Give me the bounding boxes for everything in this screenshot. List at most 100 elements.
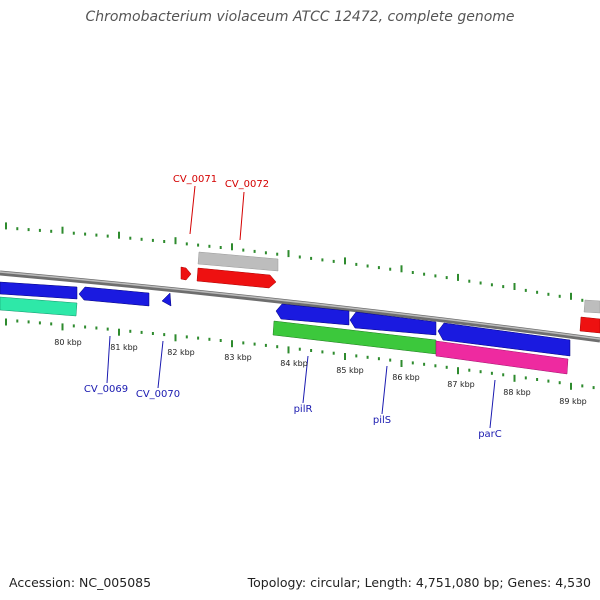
inner-tick-mark (570, 382, 572, 390)
inner-tick-mark (332, 351, 335, 355)
inner-tick-mark (95, 326, 98, 330)
outer-tick-mark (524, 288, 527, 292)
outer-tick-mark (208, 244, 211, 248)
gene-label-cv0071[interactable]: CV_0071 (173, 174, 217, 185)
inner-tick-mark (231, 340, 233, 348)
outer-tick-mark (38, 228, 41, 232)
scale-label-84kbp: 84 kbp (280, 359, 308, 368)
outer-tick-mark (434, 274, 437, 278)
gene-feature-gray[interactable] (197, 251, 279, 272)
gene-feature-blue-3[interactable] (437, 322, 571, 357)
scale-label-83kbp: 83 kbp (224, 353, 252, 362)
scale-label-82kbp: 82 kbp (167, 348, 195, 357)
outer-tick-mark (536, 290, 539, 294)
inner-tick-mark (174, 334, 177, 342)
scale-label-88kbp: 88 kbp (503, 388, 531, 397)
leader-line-cv0071 (189, 185, 196, 235)
outer-tick-mark (140, 237, 143, 241)
gene-label-pilr[interactable]: pilR (294, 404, 313, 415)
map-title: Chromobacterium violaceum ATCC 12472, co… (85, 9, 515, 25)
outer-tick-mark (445, 276, 448, 280)
inner-tick-row (5, 318, 595, 390)
inner-tick-mark (61, 323, 64, 331)
leader-line-cv0069 (106, 335, 111, 384)
leader-line-pilr (302, 355, 309, 404)
outer-tick-mark (16, 227, 19, 231)
inner-tick-mark (129, 329, 132, 333)
leader-line-pils (381, 365, 388, 415)
inner-tick-mark (479, 370, 482, 374)
inner-tick-mark (524, 376, 527, 380)
outer-tick-mark (95, 233, 98, 237)
inner-tick-mark (490, 371, 493, 375)
outer-tick-mark (355, 262, 358, 266)
inner-tick-mark (502, 373, 505, 377)
gene-feature-cv0069[interactable] (78, 286, 150, 307)
inner-tick-mark (310, 349, 313, 352)
inner-tick-mark (366, 355, 369, 359)
scale-label-80kbp: 80 kbp (54, 338, 82, 347)
inner-tick-mark (287, 346, 290, 354)
inner-tick-mark (5, 318, 7, 326)
outer-tick-mark (479, 281, 482, 285)
inner-tick-mark (50, 322, 53, 326)
outer-tick-mark (197, 243, 200, 247)
inner-tick-mark (197, 336, 200, 340)
inner-tick-mark (411, 361, 414, 365)
gene-feature-gray-edge[interactable] (583, 299, 600, 314)
leader-line-cv0070 (157, 340, 164, 389)
inner-tick-mark (389, 358, 392, 362)
gene-feature-red-edge[interactable] (579, 316, 600, 334)
outer-tick-mark (490, 283, 493, 287)
genome-summary-text: Topology: circular; Length: 4,751,080 bp… (247, 575, 591, 590)
inner-tick-mark (118, 328, 120, 336)
outer-tick-mark (321, 258, 324, 262)
outer-tick-mark (50, 229, 53, 233)
inner-tick-mark (219, 339, 222, 342)
gene-feature-teal[interactable] (0, 296, 78, 317)
inner-tick-mark (72, 324, 75, 328)
genome-backbone-highlight (0, 271, 600, 340)
inner-tick-mark (513, 374, 516, 382)
inner-tick-mark (468, 368, 471, 372)
inner-tick-mark (163, 333, 166, 337)
gene-feature-cv0068[interactable] (0, 281, 78, 300)
outer-tick-mark (118, 231, 120, 239)
outer-tick-mark (242, 248, 245, 252)
gene-feature-cv0072[interactable] (196, 267, 277, 289)
outer-tick-mark (27, 228, 30, 232)
inner-tick-mark (27, 320, 30, 324)
outer-tick-mark (185, 242, 188, 246)
gene-feature-cv0071[interactable] (180, 266, 192, 281)
gene-feature-pilr[interactable] (275, 303, 350, 326)
inner-tick-mark (434, 364, 437, 368)
outer-tick-mark (219, 246, 222, 249)
gene-label-parc[interactable]: parC (478, 429, 502, 440)
outer-tick-mark (5, 222, 7, 230)
gene-feature-cv0070[interactable] (161, 292, 172, 307)
gene-feature-parc[interactable] (435, 340, 569, 375)
scale-label-85kbp: 85 kbp (336, 366, 364, 375)
outer-tick-mark (344, 257, 346, 265)
inner-tick-mark (547, 379, 550, 383)
genome-backbone (0, 270, 600, 343)
outer-tick-mark (151, 238, 154, 242)
inner-tick-mark (298, 347, 301, 351)
gene-label-cv0069[interactable]: CV_0069 (84, 384, 128, 395)
scale-label-89kbp: 89 kbp (559, 397, 587, 406)
inner-tick-mark (84, 325, 87, 329)
accession-text: Accession: NC_005085 (9, 575, 152, 590)
scale-label-81kbp: 81 kbp (110, 343, 138, 352)
inner-tick-mark (16, 319, 19, 323)
gene-feature-pils[interactable] (349, 311, 437, 336)
inner-tick-mark (355, 354, 358, 358)
gene-label-cv0072[interactable]: CV_0072 (225, 179, 269, 190)
gene-label-cv0070[interactable]: CV_0070 (136, 389, 180, 400)
inner-tick-mark (151, 332, 154, 335)
inner-tick-mark (344, 353, 346, 360)
gene-label-pils[interactable]: pilS (373, 415, 391, 426)
inner-tick-mark (321, 350, 324, 354)
outer-tick-mark (513, 283, 516, 290)
